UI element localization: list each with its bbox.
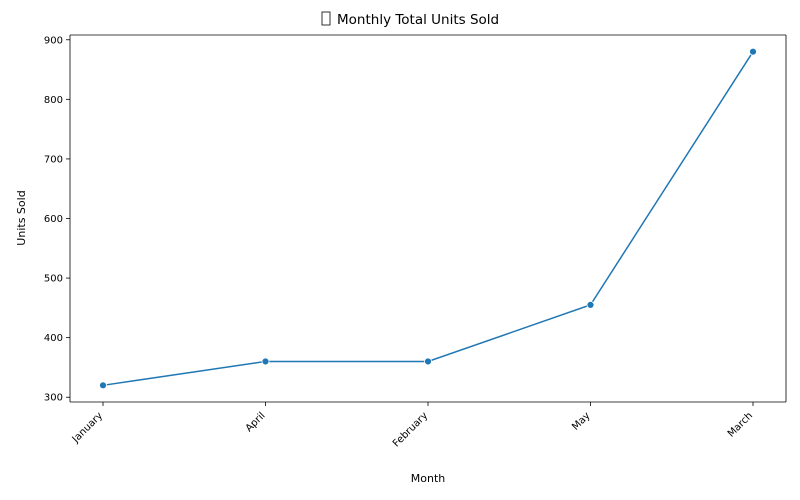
series-group	[99, 47, 757, 390]
missing-glyph-icon	[321, 11, 331, 26]
data-point	[99, 381, 107, 390]
x-axis-label: Month	[411, 472, 446, 485]
y-tick-label: 600	[44, 214, 63, 225]
y-tick-label: 800	[44, 95, 63, 106]
data-point	[586, 300, 595, 309]
chart-title: Monthly Total Units Sold	[337, 12, 499, 28]
data-point	[261, 357, 270, 366]
x-tick-label: February	[391, 410, 430, 449]
data-point	[424, 357, 432, 366]
data-point	[749, 47, 757, 56]
axes	[69, 34, 787, 403]
series-line	[102, 51, 754, 387]
x-tick-label: April	[244, 410, 268, 434]
y-tick-label: 500	[44, 274, 63, 285]
y-axis-label: Units Sold	[15, 190, 28, 245]
y-tick-label: 400	[44, 333, 63, 344]
x-axis-ticks: January April February May March	[70, 402, 755, 449]
x-tick-label: January	[70, 410, 105, 445]
x-tick-label: March	[726, 410, 755, 439]
chart-title-group: Monthly Total Units Sold	[321, 11, 499, 28]
x-tick-label: May	[570, 410, 592, 432]
y-tick-label: 300	[44, 393, 63, 404]
y-tick-label: 700	[44, 154, 63, 165]
y-tick-label: 900	[44, 35, 63, 46]
y-axis-ticks: 300 400 500 600 700 800 900	[44, 35, 70, 404]
